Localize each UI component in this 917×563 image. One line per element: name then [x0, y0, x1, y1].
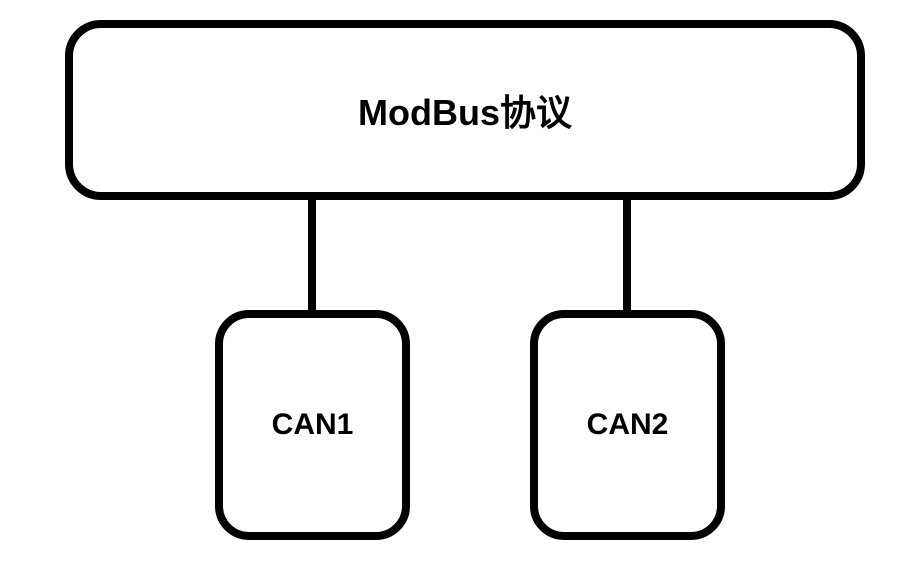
can2-label: CAN2 — [587, 408, 669, 442]
can2-box: CAN2 — [530, 310, 725, 540]
can1-box: CAN1 — [215, 310, 410, 540]
diagram-canvas: ModBus协议 CAN1 CAN2 — [0, 0, 917, 563]
modbus-label: ModBus协议 — [358, 84, 572, 136]
can1-label: CAN1 — [272, 408, 354, 442]
modbus-box: ModBus协议 — [65, 20, 865, 200]
